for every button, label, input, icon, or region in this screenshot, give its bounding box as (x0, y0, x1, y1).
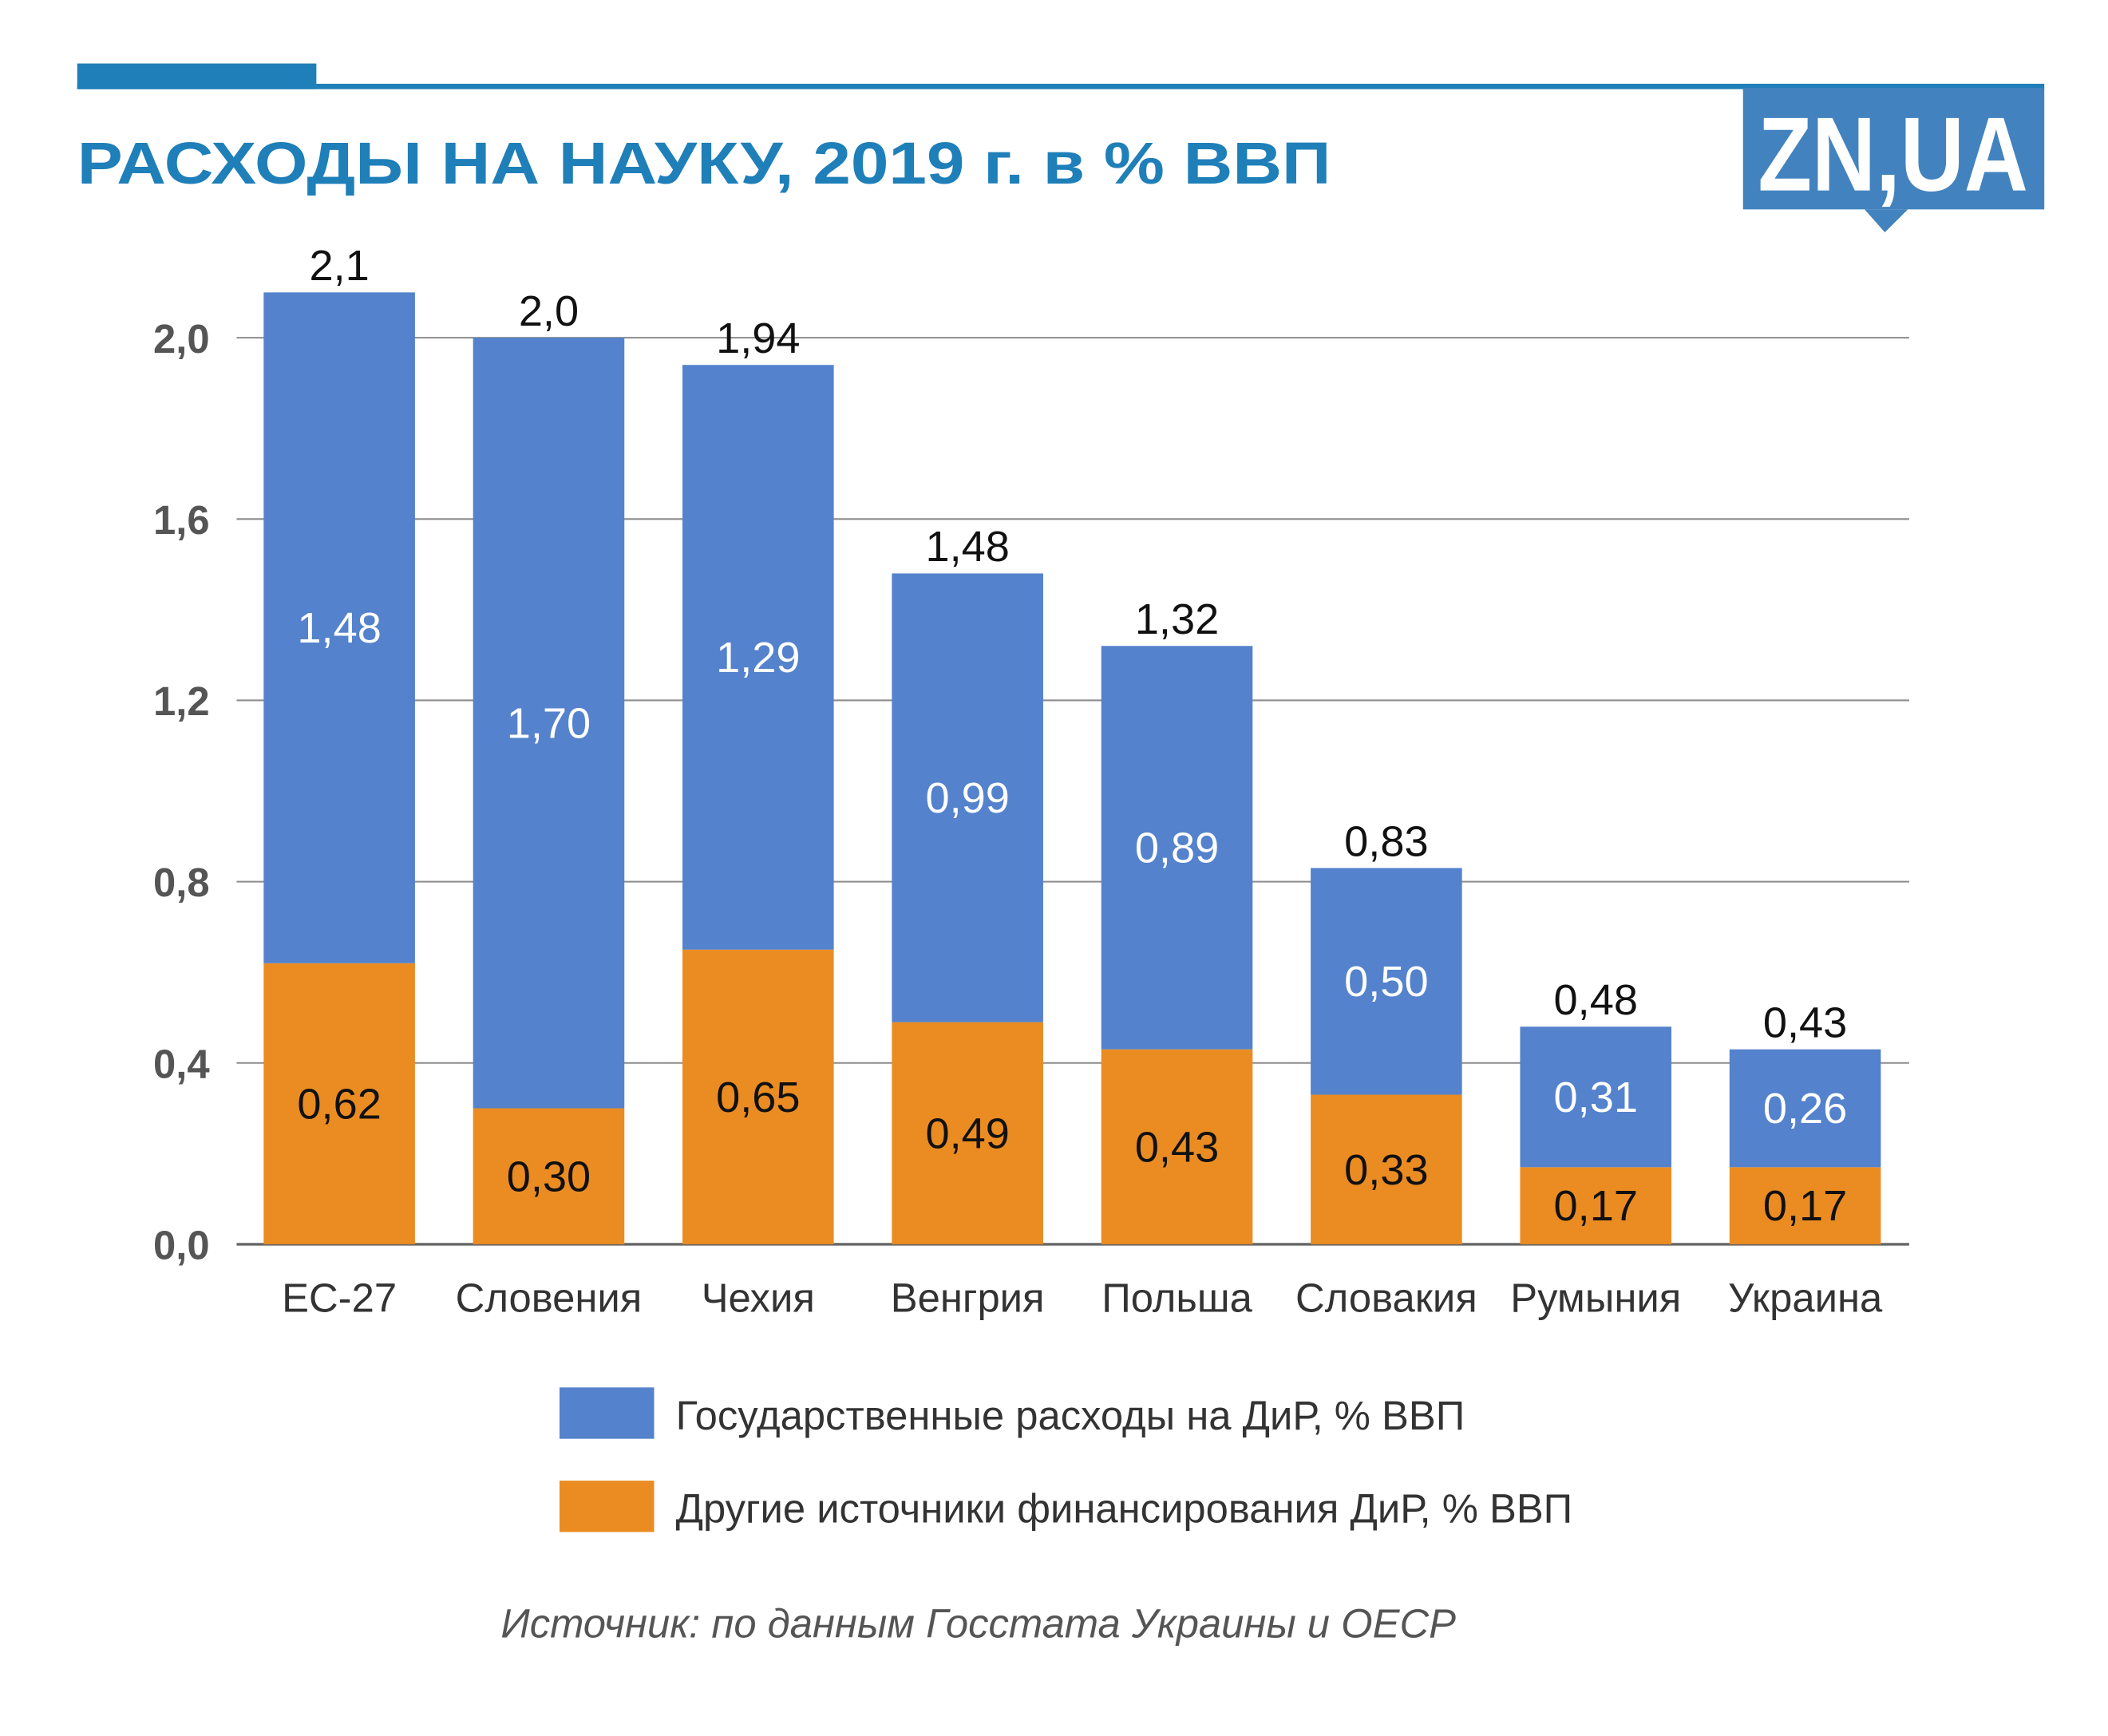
data-label-total: 0,43 (1763, 998, 1847, 1046)
data-label-total: 1,32 (1135, 595, 1219, 643)
bar-other (1101, 1049, 1253, 1244)
data-label-government: 1,48 (297, 604, 381, 652)
data-label-other: 0,62 (297, 1080, 381, 1128)
bar-government (1311, 868, 1462, 1095)
x-tick-label: Румыния (1510, 1275, 1681, 1321)
logo: ZN,UA (1742, 88, 2045, 233)
bars (263, 292, 1881, 1244)
bar-government (1101, 646, 1253, 1050)
x-tick-label: ЕС-27 (282, 1275, 397, 1321)
y-tick-label: 0,0 (153, 1223, 210, 1268)
legend-swatch-other (560, 1481, 655, 1532)
y-tick-label: 0,4 (153, 1041, 210, 1086)
bar-government (1520, 1026, 1672, 1168)
bar-other (1311, 1094, 1462, 1244)
data-label-total: 2,1 (309, 242, 369, 290)
source-note: Источник: по данным Госстата Украины и О… (500, 1600, 1456, 1646)
bar-other (1520, 1167, 1672, 1244)
data-label-government: 1,70 (507, 699, 591, 747)
bar-other (263, 963, 415, 1244)
x-tick-label: Польша (1101, 1275, 1252, 1321)
data-label-other: 0,30 (507, 1153, 591, 1200)
data-label-total: 0,83 (1344, 817, 1428, 865)
y-tick-label: 0,8 (153, 860, 210, 905)
data-label-other: 0,33 (1344, 1146, 1428, 1194)
data-label-government: 0,50 (1344, 958, 1428, 1006)
x-tick-label: Венгрия (891, 1275, 1045, 1321)
bar-government (473, 338, 625, 1109)
data-label-other: 0,65 (716, 1074, 800, 1121)
x-tick-label: Чехия (702, 1275, 815, 1321)
bar-government (892, 573, 1043, 1022)
legend-label-other: Другие источники финансирования ДиР, % В… (676, 1486, 1573, 1532)
data-label-other: 0,17 (1763, 1182, 1847, 1230)
bar-government (1729, 1049, 1881, 1168)
header-rule (77, 83, 2045, 89)
y-tick-label: 1,6 (153, 497, 210, 543)
legend-label-government: Государственные расходы на ДиР, % ВВП (676, 1393, 1465, 1438)
bar-government (263, 292, 415, 963)
legend-swatch-government (560, 1387, 655, 1439)
legend: Государственные расходы на ДиР, % ВВП Др… (560, 1387, 1572, 1532)
data-label-government: 0,99 (925, 774, 1009, 822)
x-tick-label: Словакия (1295, 1275, 1477, 1321)
x-tick-label: Украина (1728, 1275, 1883, 1321)
y-tick-label: 1,2 (153, 678, 210, 724)
data-label-total: 1,94 (716, 314, 800, 362)
chart-title: РАСХОДЫ НА НАУКУ, 2019 г. в % ВВП (77, 130, 1331, 196)
data-label-other: 0,17 (1554, 1182, 1638, 1230)
bar-other (1729, 1167, 1881, 1244)
data-label-government: 0,26 (1763, 1085, 1847, 1133)
data-label-government: 0,31 (1554, 1074, 1638, 1121)
data-label-total: 0,48 (1554, 976, 1638, 1024)
bar-other (682, 949, 834, 1244)
x-tick-label: Словения (456, 1275, 643, 1321)
bar-other (473, 1108, 625, 1244)
bar-government (682, 365, 834, 950)
bar-other (892, 1022, 1043, 1244)
data-label-other: 0,43 (1135, 1123, 1219, 1171)
data-label-other: 0,49 (925, 1109, 1009, 1157)
y-tick-label: 2,0 (153, 316, 210, 362)
data-label-total: 2,0 (519, 287, 579, 335)
data-label-government: 1,29 (716, 634, 800, 682)
data-label-total: 1,48 (925, 523, 1009, 571)
data-labels: 0,62 1,48 2,1 ЕС-27 0,30 1,70 2,0 Словения 0,65 1… (282, 242, 1883, 1320)
data-label-government: 0,89 (1135, 825, 1219, 872)
svg-text:ZN,UA: ZN,UA (1758, 95, 2028, 213)
